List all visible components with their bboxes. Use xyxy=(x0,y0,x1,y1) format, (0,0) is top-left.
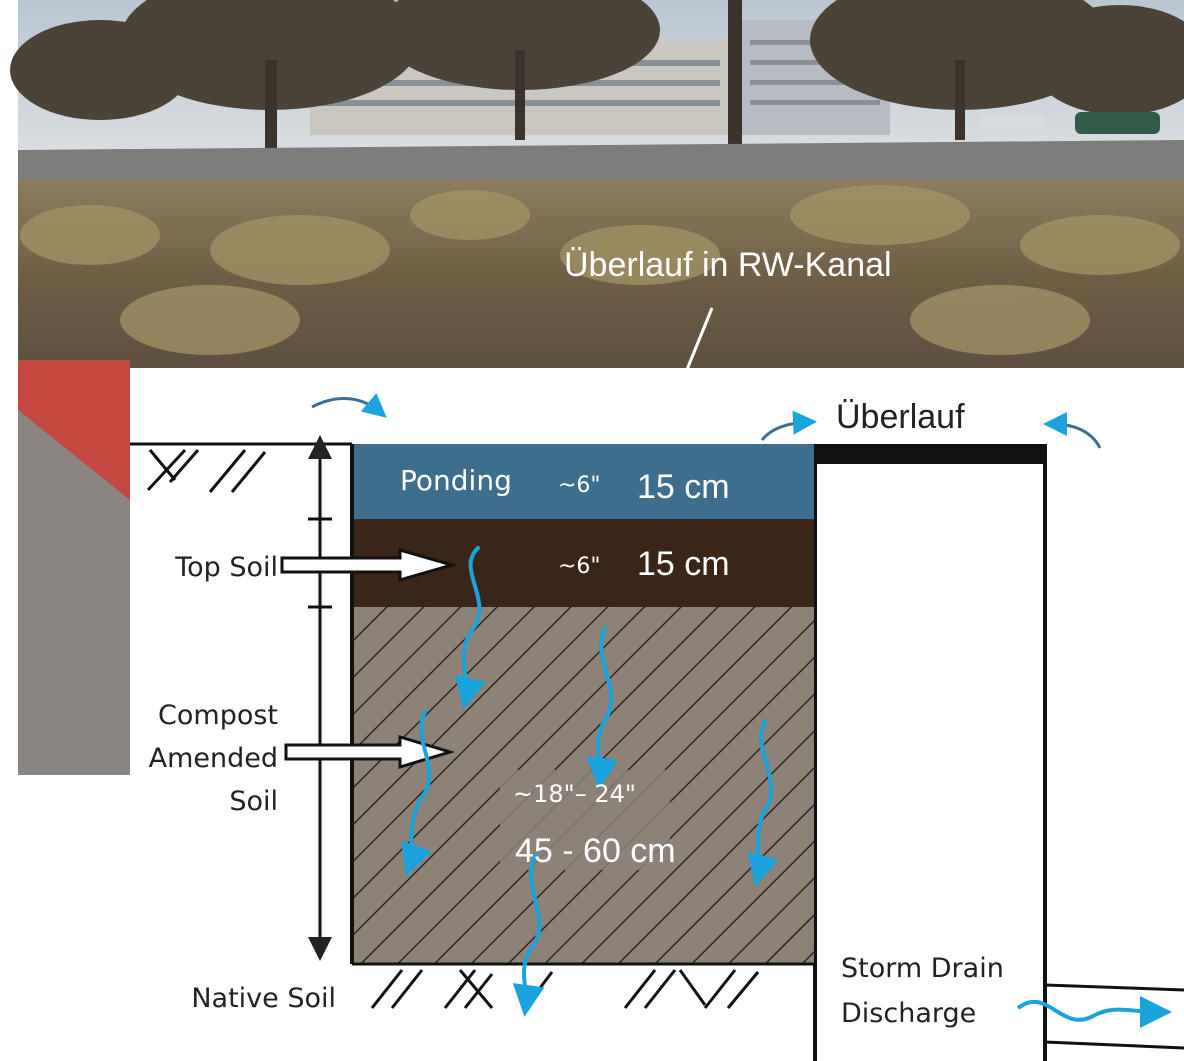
overflow-label: Überlauf xyxy=(836,398,965,436)
compost-label-line3: Soil xyxy=(229,786,278,817)
water-arrow-4 xyxy=(747,720,779,887)
compost-label-line2: Amended xyxy=(149,743,278,774)
ponding-layer xyxy=(354,444,814,519)
water-arrow-2 xyxy=(586,626,619,790)
overflow-right-arrow xyxy=(1043,412,1102,449)
water-arrow-3 xyxy=(401,710,432,877)
overflow-left-arrow xyxy=(760,410,817,441)
top-soil-depth-cm: 15 cm xyxy=(637,545,730,583)
top-soil-pointer-arrow xyxy=(280,548,458,582)
discharge-water-arrow xyxy=(1016,995,1172,1028)
depth-dimension-line xyxy=(308,435,332,961)
water-arrow-1 xyxy=(454,546,486,710)
native-soil-label: Native Soil xyxy=(191,983,336,1014)
surface-flow-arrows xyxy=(311,393,1102,449)
ponding-label: Ponding xyxy=(400,464,512,497)
overflow-grate xyxy=(815,444,1045,464)
photo-caption: Überlauf in RW-Kanal xyxy=(564,246,892,284)
compost-depth-inches: ~18"– 24" xyxy=(513,780,636,808)
caption-pointer-line xyxy=(684,307,714,373)
top-soil-label: Top Soil xyxy=(174,552,278,583)
native-soil-hatch-top xyxy=(146,448,267,493)
storm-drain-label-line2: Discharge xyxy=(841,998,976,1029)
flow-in-arrow xyxy=(311,393,387,418)
discharge-pipe xyxy=(1044,983,1184,1050)
ponding-depth-cm: 15 cm xyxy=(637,468,730,506)
compost-depth-cm: 45 - 60 cm xyxy=(515,832,676,870)
compost-pointer-arrow xyxy=(284,734,456,770)
storm-drain-label-line1: Storm Drain xyxy=(841,953,1004,984)
top-soil-depth-inches: ~6" xyxy=(558,554,601,579)
overflow-grate-lip xyxy=(1020,444,1045,464)
water-arrow-5 xyxy=(512,853,545,1017)
compost-label-line1: Compost xyxy=(158,700,278,731)
ponding-depth-inches: ~6" xyxy=(558,473,601,498)
infiltration-arrows xyxy=(401,546,779,1017)
